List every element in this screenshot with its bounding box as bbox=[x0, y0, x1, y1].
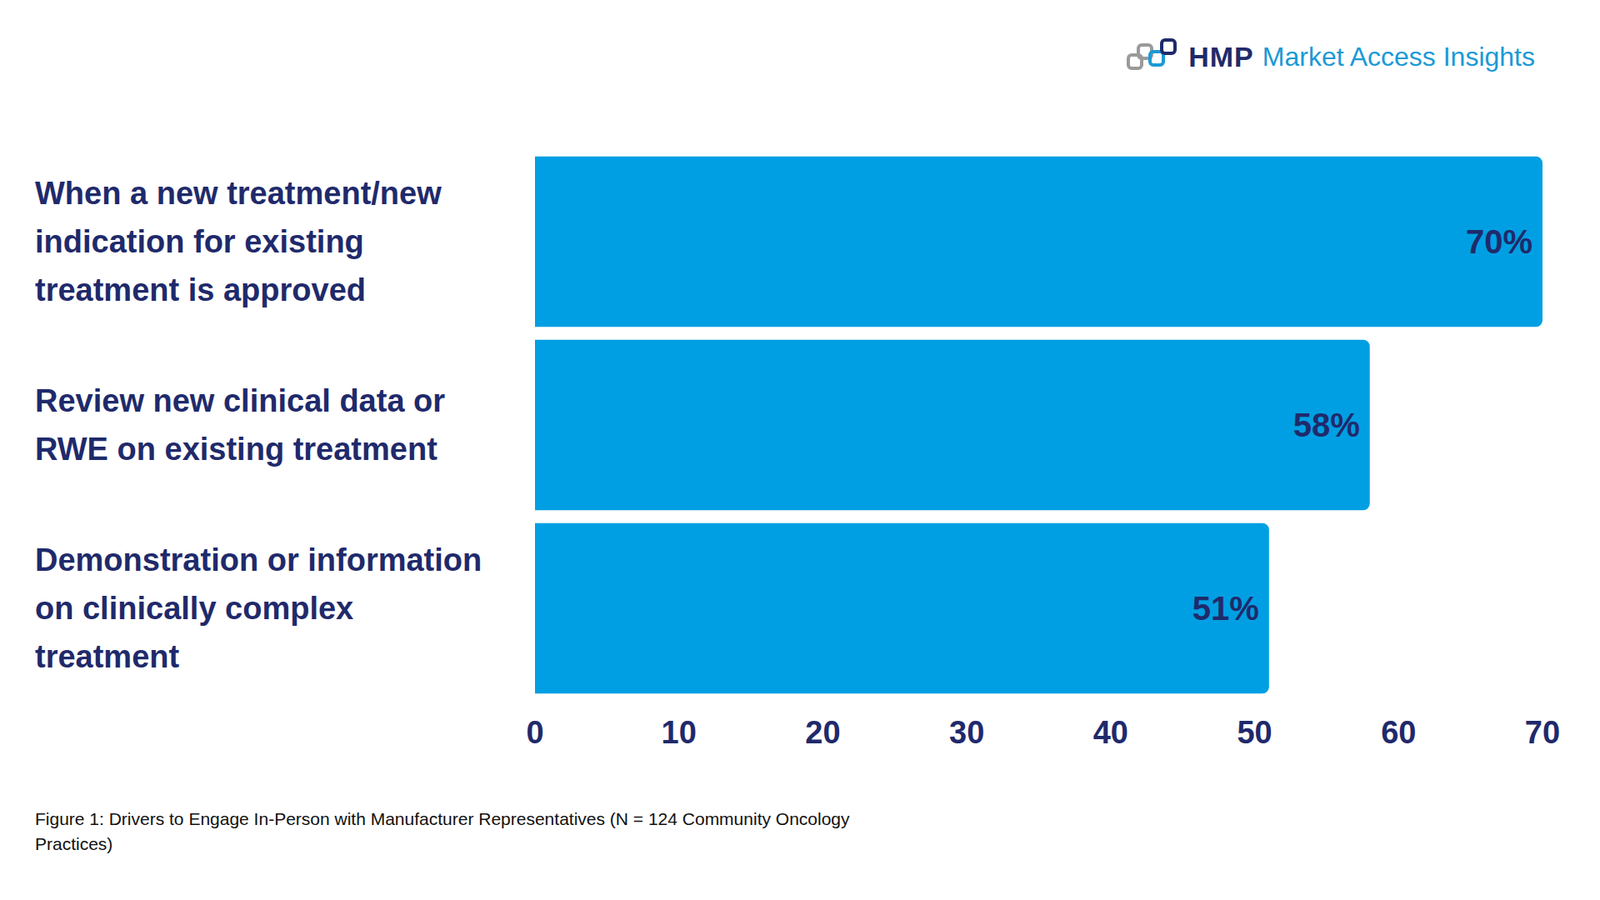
svg-text:50: 50 bbox=[1236, 715, 1272, 750]
svg-text:30: 30 bbox=[949, 715, 985, 750]
svg-text:treatment is approved: treatment is approved bbox=[35, 272, 366, 308]
svg-text:When a new treatment/new: When a new treatment/new bbox=[35, 175, 450, 211]
svg-text:58%: 58% bbox=[1293, 406, 1360, 444]
svg-text:20: 20 bbox=[805, 715, 840, 750]
svg-text:51%: 51% bbox=[1192, 590, 1260, 627]
svg-text:Demonstration or information: Demonstration or information bbox=[35, 542, 491, 578]
html-text:Figure 1: Drivers to Engage In: Figure 1: Drivers to Engage In-Person wi… bbox=[35, 809, 850, 854]
html-text:HMP Market Access Insights: HMP Market Access Insights bbox=[1188, 40, 1535, 73]
svg-text:0: 0 bbox=[525, 715, 544, 750]
svg-text:10: 10 bbox=[661, 715, 697, 750]
svg-text:70%: 70% bbox=[1465, 223, 1533, 260]
svg-text:Review new clinical data or: Review new clinical data or bbox=[35, 383, 455, 419]
svg-text:60: 60 bbox=[1380, 715, 1416, 750]
svg-text:treatment: treatment bbox=[35, 639, 180, 675]
svg-text:indication for existing: indication for existing bbox=[35, 224, 373, 260]
svg-text:40: 40 bbox=[1093, 715, 1129, 750]
svg-text:on clinically complex: on clinically complex bbox=[35, 590, 363, 626]
svg-text:70: 70 bbox=[1525, 715, 1560, 750]
svg-text:RWE on existing treatment: RWE on existing treatment bbox=[35, 431, 438, 467]
